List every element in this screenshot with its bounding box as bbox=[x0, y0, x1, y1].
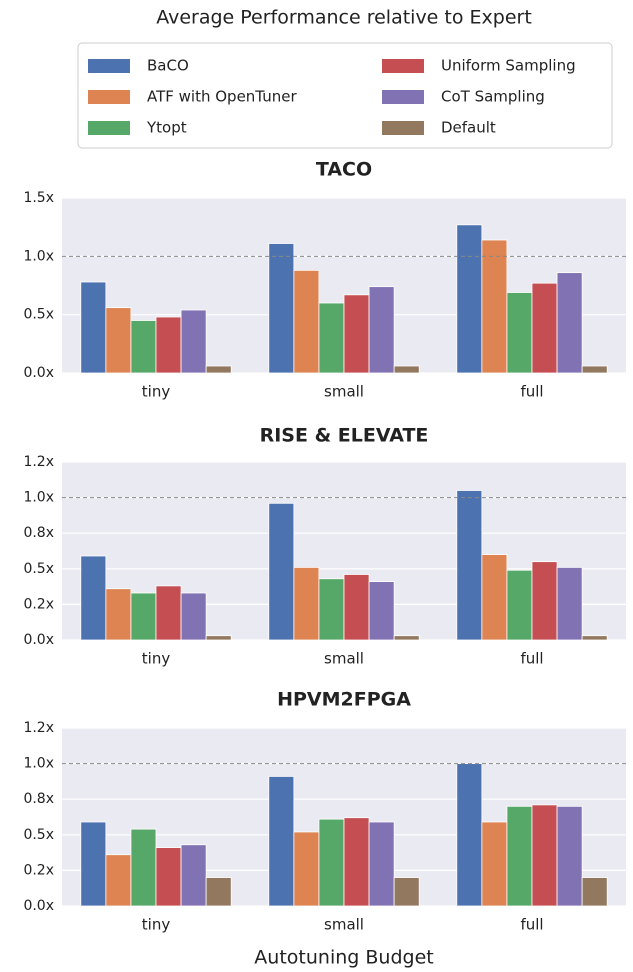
legend-label: Uniform Sampling bbox=[441, 57, 576, 75]
y-tick-label: 0.8x bbox=[23, 525, 54, 541]
bar bbox=[343, 817, 370, 907]
x-tick-label: full bbox=[520, 650, 543, 668]
legend-label: ATF with OpenTuner bbox=[147, 88, 297, 106]
legend-swatch bbox=[88, 121, 130, 135]
bar bbox=[180, 309, 207, 374]
y-tick-label: 1.0x bbox=[23, 756, 54, 772]
bar bbox=[556, 272, 583, 374]
y-tick-label: 1.5x bbox=[23, 190, 54, 206]
y-tick-label: 0.2x bbox=[23, 596, 54, 612]
bar bbox=[105, 588, 132, 641]
bar bbox=[293, 566, 320, 641]
bar bbox=[581, 877, 608, 907]
y-tick-label: 0.5x bbox=[23, 307, 54, 323]
legend-label: Default bbox=[441, 119, 496, 137]
y-tick-label: 0.0x bbox=[23, 632, 54, 648]
bar bbox=[481, 239, 508, 374]
bar bbox=[105, 854, 132, 907]
bar bbox=[180, 844, 207, 907]
bar bbox=[531, 561, 558, 641]
x-tick-label: tiny bbox=[142, 916, 171, 934]
bar bbox=[556, 566, 583, 641]
bar bbox=[343, 574, 370, 641]
legend-box bbox=[77, 42, 613, 149]
bar bbox=[205, 365, 232, 374]
y-tick-label: 0.0x bbox=[23, 898, 54, 914]
x-tick-label: full bbox=[520, 916, 543, 934]
bar bbox=[293, 269, 320, 374]
bar bbox=[393, 365, 420, 374]
legend-swatch bbox=[88, 90, 130, 104]
x-axis-label: Autotuning Budget bbox=[254, 947, 433, 969]
bar bbox=[268, 776, 295, 907]
bar bbox=[456, 224, 483, 374]
y-tick-label: 1.2x bbox=[23, 454, 54, 470]
bar bbox=[180, 592, 207, 641]
bar bbox=[155, 585, 182, 641]
bar bbox=[293, 831, 320, 907]
bar bbox=[268, 502, 295, 641]
bar bbox=[393, 877, 420, 907]
y-tick-label: 0.5x bbox=[23, 827, 54, 843]
bar bbox=[393, 635, 420, 641]
legend-swatch bbox=[382, 121, 424, 135]
chart-title: RISE & ELEVATE bbox=[260, 425, 429, 447]
y-tick-label: 0.8x bbox=[23, 791, 54, 807]
bar bbox=[155, 316, 182, 374]
bar bbox=[581, 365, 608, 374]
legend-swatch bbox=[382, 59, 424, 73]
bar bbox=[130, 592, 157, 641]
bar bbox=[506, 569, 533, 641]
x-tick-label: small bbox=[324, 916, 364, 934]
x-tick-label: small bbox=[324, 650, 364, 668]
legend-label: CoT Sampling bbox=[441, 88, 545, 106]
y-tick-label: 0.0x bbox=[23, 365, 54, 381]
bar bbox=[318, 818, 345, 907]
bar bbox=[456, 490, 483, 641]
bar bbox=[318, 302, 345, 374]
bar bbox=[130, 320, 157, 374]
bar bbox=[205, 635, 232, 641]
bar bbox=[481, 554, 508, 641]
bar bbox=[80, 555, 107, 641]
figure-title: Average Performance relative to Expert bbox=[156, 7, 532, 29]
y-tick-label: 1.2x bbox=[23, 720, 54, 736]
bar bbox=[318, 578, 345, 641]
y-tick-label: 1.0x bbox=[23, 248, 54, 264]
chart-title: TACO bbox=[316, 159, 372, 181]
bar bbox=[556, 805, 583, 907]
chart-title: HPVM2FPGA bbox=[277, 689, 411, 711]
bar bbox=[368, 286, 395, 374]
x-tick-label: small bbox=[324, 383, 364, 401]
bar bbox=[205, 877, 232, 907]
bar bbox=[268, 243, 295, 374]
legend-label: BaCO bbox=[147, 57, 189, 75]
bar bbox=[155, 847, 182, 907]
bar bbox=[531, 804, 558, 907]
bar bbox=[80, 281, 107, 374]
bar bbox=[105, 307, 132, 374]
bar bbox=[481, 821, 508, 907]
x-tick-label: tiny bbox=[142, 650, 171, 668]
legend-swatch bbox=[382, 90, 424, 104]
bar bbox=[506, 805, 533, 907]
y-tick-label: 0.5x bbox=[23, 561, 54, 577]
bar bbox=[456, 763, 483, 907]
bar bbox=[130, 828, 157, 907]
legend-label: Ytopt bbox=[146, 119, 187, 137]
bar bbox=[368, 581, 395, 641]
x-tick-label: full bbox=[520, 383, 543, 401]
y-tick-label: 1.0x bbox=[23, 490, 54, 506]
x-tick-label: tiny bbox=[142, 383, 171, 401]
bar bbox=[368, 821, 395, 907]
bar bbox=[506, 292, 533, 374]
bar bbox=[581, 635, 608, 641]
bar bbox=[343, 294, 370, 374]
bar bbox=[531, 282, 558, 374]
legend-swatch bbox=[88, 59, 130, 73]
bar bbox=[80, 821, 107, 907]
y-tick-label: 0.2x bbox=[23, 862, 54, 878]
